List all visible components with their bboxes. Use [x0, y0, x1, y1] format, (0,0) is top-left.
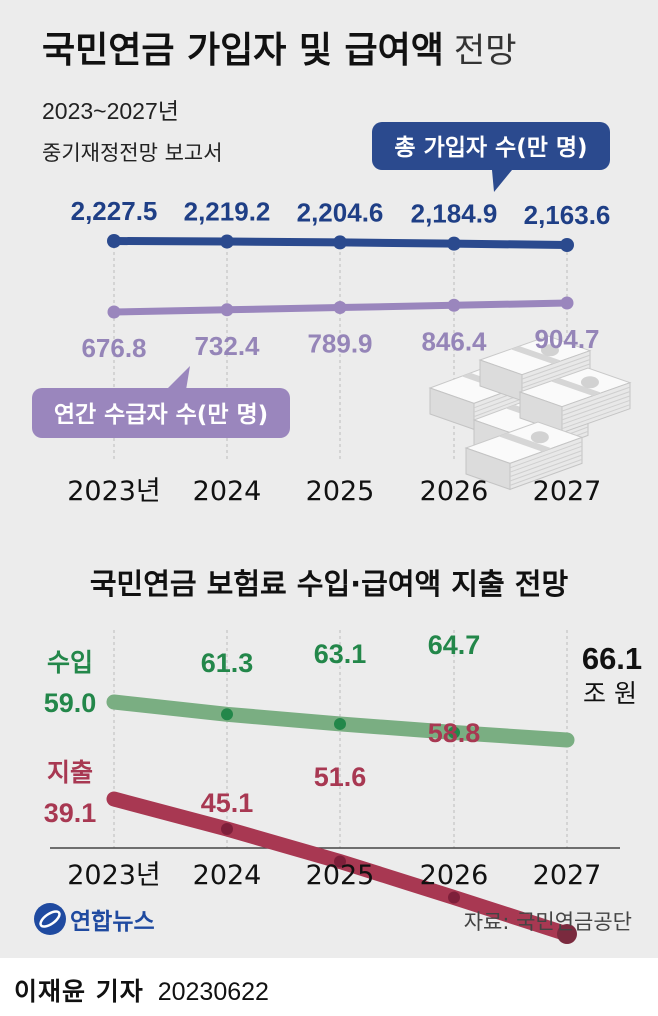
- subscriber-value-label: 2,204.6: [297, 197, 384, 227]
- banknote-edge-line: [561, 391, 631, 416]
- banknote-edge-line: [561, 395, 631, 421]
- bottom-x-tick-label: 2026: [420, 860, 489, 891]
- income-point: [334, 717, 346, 730]
- expenditure-point: [334, 855, 346, 868]
- recipient-legend-box: [32, 388, 290, 438]
- expenditure-point: [221, 823, 233, 835]
- subscriber-point: [447, 236, 461, 251]
- money-stack-illustration: [428, 335, 632, 491]
- banknote-edge-line: [521, 354, 591, 380]
- expenditure-value-label: 58.8: [428, 718, 481, 748]
- byline: 이재윤 기자 20230622: [14, 972, 269, 1008]
- subscriber-legend-pointer: [492, 170, 512, 192]
- subtitle-period: 2023~2027년: [42, 98, 179, 124]
- bottom-chart-x-axis: 2023년 2024 2025 2026 2027: [67, 860, 601, 891]
- yonhap-logo: 연합뉴스: [34, 903, 155, 935]
- subscriber-value-label: 2,219.2: [184, 197, 271, 227]
- income-value-label: 63.1: [314, 639, 367, 669]
- subscriber-legend-box: [372, 122, 610, 170]
- recipient-point: [333, 301, 347, 315]
- recipient-point: [107, 305, 121, 319]
- bottom-x-tick-label: 2025: [306, 860, 375, 891]
- subscriber-point: [333, 235, 347, 250]
- top-x-tick-label: 2025: [306, 476, 375, 507]
- yonhap-logo-icon: [34, 903, 66, 935]
- banknote-portrait: [530, 431, 549, 444]
- reporter-name: 이재윤 기자: [14, 977, 144, 1006]
- recipient-legend-label: 연간 수급자 수(만 명): [54, 402, 268, 428]
- income-point: [221, 708, 233, 721]
- subscriber-value-label: 2,227.5: [71, 196, 158, 226]
- banknote-band: [510, 346, 562, 364]
- banknote-edge-line: [521, 363, 591, 389]
- banknote-edge-line: [561, 404, 631, 430]
- recipient-point: [220, 303, 234, 317]
- page-title: 국민연금 가입자 및 급여액 전망: [42, 30, 516, 71]
- income-point: [448, 726, 460, 739]
- subscriber-point: [560, 238, 574, 252]
- unit-label: 조 원: [583, 679, 637, 708]
- bottom-chart-gridlines: [50, 630, 620, 849]
- income-value-label: 59.0: [44, 688, 97, 718]
- banknote-edge-line: [521, 359, 591, 384]
- final-value-label: 66.1: [582, 641, 642, 676]
- source-note: 자료: 국민연금공단: [464, 910, 632, 934]
- recipient-value-label: 789.9: [307, 329, 372, 359]
- banknote-edge-line: [561, 386, 631, 412]
- banknote-band: [498, 432, 552, 452]
- banknote-edge-line: [509, 441, 583, 469]
- page-title-suffix: 전망: [454, 31, 517, 71]
- top-chart-series: 2,227.5 2,219.2 2,204.6 2,184.9 2,163.6 676.8…: [71, 196, 611, 363]
- footer: 이재윤 기자 20230622: [0, 958, 658, 1016]
- income-series-label: 수입: [47, 648, 93, 677]
- banknote-band: [550, 378, 602, 396]
- subscriber-point: [107, 234, 121, 248]
- top-x-tick-label: 2027: [533, 476, 602, 507]
- expenditure-point: [448, 891, 460, 904]
- convergence-point: [557, 924, 577, 944]
- recipient-legend-pointer: [166, 366, 190, 390]
- expenditure-value-label: 45.1: [201, 788, 254, 818]
- expenditure-series-label: 지출: [47, 758, 93, 787]
- banknote-edge-line: [509, 450, 583, 478]
- top-chart-legends: 총 가입자 수(만 명) 연간 수급자 수(만 명): [32, 122, 610, 438]
- banknote-portrait: [540, 344, 559, 357]
- recipient-value-label: 846.4: [421, 326, 487, 356]
- top-x-tick-label: 2023년: [67, 476, 161, 507]
- banknote-edge-line: [509, 458, 583, 486]
- top-chart-x-axis: 2023년 2024 2025 2026 2027: [67, 476, 601, 507]
- subscriber-point: [220, 234, 234, 249]
- yonhap-logo-text: 연합뉴스: [70, 909, 155, 935]
- infographic-card: 국민연금 가입자 및 급여액 전망 2023~2027년 중기재정전망 보고서 2…: [0, 0, 658, 958]
- bottom-chart-title: 국민연금 보험료 수입·급여액 지출 전망: [90, 567, 569, 601]
- subscriber-legend-label: 총 가입자 수(만 명): [394, 135, 587, 161]
- recipient-point: [560, 296, 574, 310]
- bottom-x-tick-label: 2023년: [67, 860, 161, 891]
- banknote-edge-line: [509, 454, 583, 482]
- bottom-x-tick-label: 2027: [533, 860, 602, 891]
- income-value-label: 64.7: [428, 630, 481, 660]
- top-x-tick-label: 2024: [193, 476, 262, 507]
- top-x-tick-label: 2026: [420, 476, 489, 507]
- subscriber-value-label: 2,163.6: [524, 200, 611, 230]
- banknote-portrait: [580, 376, 599, 389]
- infographic-svg: 국민연금 가입자 및 급여액 전망 2023~2027년 중기재정전망 보고서 2…: [32, 30, 642, 944]
- banknote-edge-line: [561, 399, 631, 425]
- banknote-edge-line: [509, 445, 583, 473]
- recipient-value-label: 904.7: [534, 324, 599, 354]
- recipient-value-label: 676.8: [81, 333, 146, 363]
- expenditure-value-label: 51.6: [314, 762, 367, 792]
- subscriber-value-label: 2,184.9: [411, 199, 498, 229]
- recipient-point: [447, 298, 461, 312]
- bottom-x-tick-label: 2024: [193, 860, 262, 891]
- expenditure-value-label: 39.1: [44, 798, 97, 828]
- publish-date: 20230622: [157, 978, 269, 1006]
- recipient-value-label: 732.4: [194, 331, 260, 361]
- income-value-label: 61.3: [201, 648, 254, 678]
- yonhap-logo-swoosh: [39, 910, 61, 928]
- subtitle-report: 중기재정전망 보고서: [42, 141, 223, 165]
